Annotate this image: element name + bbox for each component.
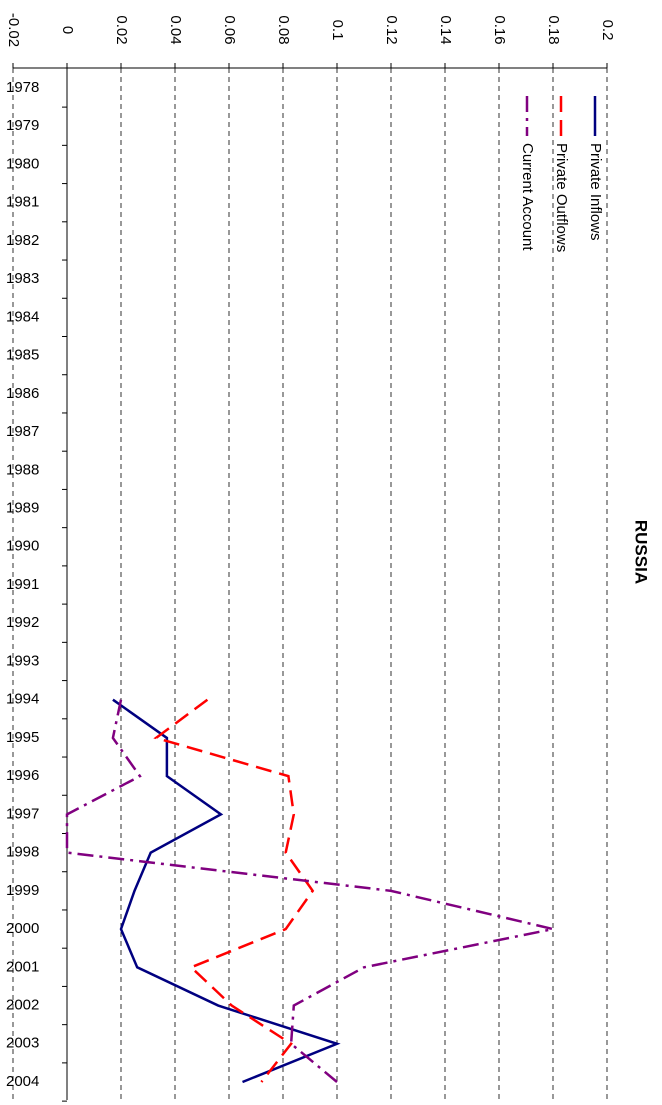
category-label: 1998 (6, 844, 39, 861)
value-tick-label: 0.1 (329, 20, 346, 41)
category-label: 1994 (6, 691, 39, 708)
value-tick-label: 0.14 (437, 15, 454, 44)
chart-title: RUSSIA (632, 520, 651, 584)
category-label: 1991 (6, 576, 39, 593)
category-label: 1992 (6, 614, 39, 631)
value-tick-label: 0.2 (599, 20, 616, 41)
legend-label: Private Inflows (587, 143, 604, 241)
value-tick-label: 0.06 (221, 15, 238, 44)
category-label: 1980 (6, 155, 39, 172)
value-tick-label: 0.12 (383, 15, 400, 44)
value-tick-label: 0.04 (167, 15, 184, 44)
category-label: 1982 (6, 232, 39, 249)
category-label: 1978 (6, 79, 39, 96)
category-label: 2002 (6, 997, 39, 1014)
category-label: 1999 (6, 882, 39, 899)
category-label: 1993 (6, 652, 39, 669)
series-line (112, 698, 341, 1084)
category-label: 1988 (6, 461, 39, 478)
category-label: 1983 (6, 270, 39, 287)
value-tick-label: 0.08 (275, 15, 292, 44)
value-tick-label: 0.16 (491, 15, 508, 44)
category-label: 2003 (6, 1035, 39, 1052)
category-label: 2000 (6, 920, 39, 937)
category-label: 2004 (6, 1073, 39, 1090)
category-label: 1979 (6, 117, 39, 134)
category-label: 1996 (6, 767, 39, 784)
value-tick-label: 0 (59, 26, 76, 34)
category-label: 1987 (6, 423, 39, 440)
category-label: 1990 (6, 538, 39, 555)
category-label: 1986 (6, 385, 39, 402)
category-label: 1989 (6, 500, 39, 517)
category-label: 1985 (6, 347, 39, 364)
series-line (153, 698, 315, 1083)
category-label: 1997 (6, 805, 39, 822)
value-tick-label: 0.18 (545, 15, 562, 44)
legend-label: Private Outflows (553, 143, 570, 252)
value-tick-label: -0.02 (5, 13, 22, 47)
category-label: 1995 (6, 729, 39, 746)
category-label: 1981 (6, 194, 39, 211)
value-tick-label: 0.02 (113, 15, 130, 44)
legend-label: Current Account (519, 143, 536, 251)
category-label: 2001 (6, 958, 39, 975)
series-line (65, 699, 554, 1083)
category-label: 1984 (6, 308, 39, 325)
